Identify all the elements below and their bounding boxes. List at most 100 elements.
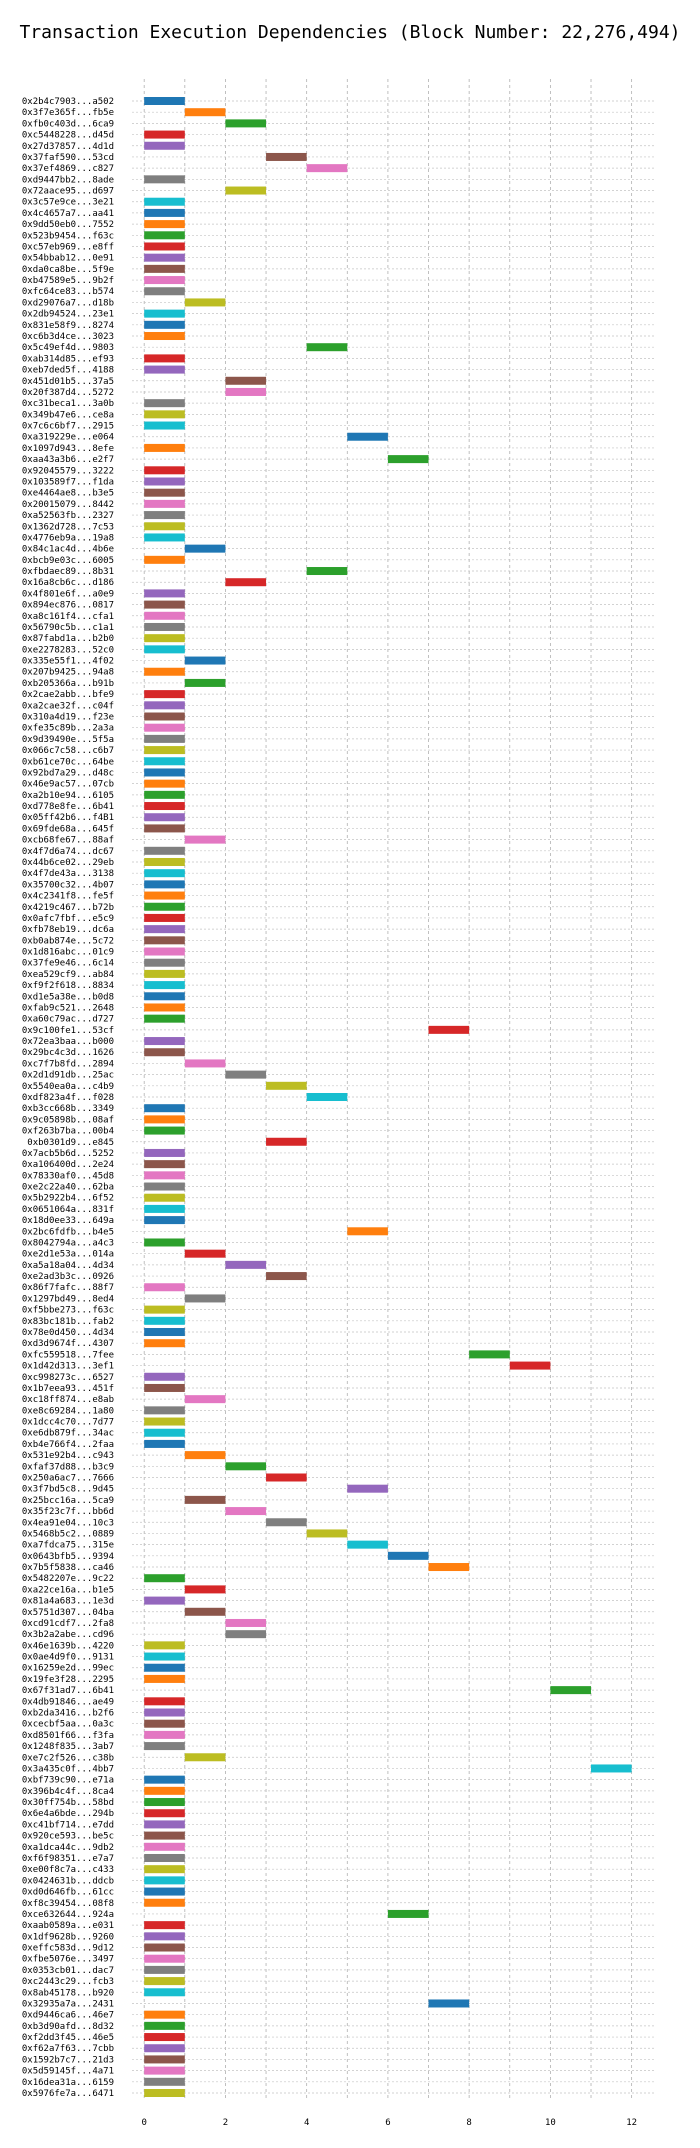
transaction-bar <box>144 611 185 620</box>
transaction-bar <box>144 846 185 855</box>
transaction-bar <box>144 1037 185 1046</box>
transaction-bar <box>144 276 185 285</box>
y-tick-label: 0x32935a7a...2431 <box>22 1999 114 2009</box>
transaction-bar <box>144 746 185 755</box>
transaction-bar <box>144 667 185 676</box>
y-tick-label: 0x92bd7a29...d48c <box>22 768 114 778</box>
transaction-bar <box>144 1775 185 1784</box>
transaction-bar <box>428 1563 470 1572</box>
y-tick-label: 0x0afc7fbf...e5c9 <box>22 914 114 924</box>
y-tick-label: 0x27d37857...4d1d <box>22 142 114 152</box>
y-tick-label: 0xb0301d9...e845 <box>27 1138 114 1148</box>
transaction-bar <box>144 1003 185 1012</box>
y-tick-label: 0xfc559518...7fee <box>22 1350 114 1360</box>
y-tick-label: 0x5482207e...9c22 <box>22 1574 114 1584</box>
transaction-bar <box>144 130 185 139</box>
y-tick-label: 0xa7fdca75...315e <box>22 1541 114 1551</box>
transaction-bar <box>144 1943 185 1952</box>
y-tick-label: 0x349b47e6...ce8a <box>22 410 114 420</box>
x-tick-label: 4 <box>304 2118 309 2128</box>
transaction-bar <box>144 2021 185 2030</box>
transaction-bar <box>144 1977 185 1986</box>
transaction-bar <box>144 757 185 766</box>
y-tick-label: 0x46e9ac57...07cb <box>22 780 114 790</box>
transaction-bar <box>144 1887 185 1896</box>
transaction-bar <box>306 343 348 352</box>
transaction-bar <box>144 1193 185 1202</box>
transaction-bar <box>144 1652 185 1661</box>
y-tick-label: 0xcd91cdf7...2fa8 <box>22 1619 114 1629</box>
y-tick-label: 0xa8c161f4...cfa1 <box>22 612 114 622</box>
transaction-bar <box>144 1238 185 1247</box>
transaction-bar <box>144 365 185 374</box>
transaction-bar <box>144 208 185 217</box>
y-tick-label: 0xb0ab874e...5c72 <box>22 936 114 946</box>
transaction-bar <box>387 1551 429 1560</box>
transaction-bar <box>144 533 185 542</box>
y-tick-label: 0xfbe5076e...3497 <box>22 1955 114 1965</box>
y-tick-label: 0xd0d646fb...61cc <box>22 1888 114 1898</box>
transaction-bar <box>144 1328 185 1337</box>
transaction-bar <box>184 298 226 307</box>
transaction-bar <box>347 432 388 441</box>
transaction-bar <box>144 622 185 631</box>
y-tick-label: 0xc31beca1...3a0b <box>22 399 114 409</box>
y-tick-label: 0x4219c467...b72b <box>22 903 114 913</box>
y-tick-label: 0xce632644...924a <box>22 1910 114 1920</box>
transaction-bar <box>266 152 307 161</box>
y-tick-label: 0x16259e2d...99ec <box>22 1664 114 1674</box>
transaction-bar <box>144 1596 185 1605</box>
y-tick-label: 0xdf823a4f...f028 <box>22 1093 114 1103</box>
transaction-bar <box>144 320 185 329</box>
transaction-bar <box>144 1876 185 1885</box>
x-tick-label: 8 <box>466 2118 471 2128</box>
transaction-bar <box>144 2077 185 2086</box>
y-tick-label: 0x4db91846...ae49 <box>22 1697 114 1707</box>
transaction-bar <box>144 1742 185 1751</box>
transaction-bar <box>144 936 185 945</box>
transaction-bar <box>225 1070 267 1079</box>
y-tick-label: 0x396b4c4f...8ca4 <box>22 1787 114 1797</box>
y-tick-label: 0x1d816abc...01c9 <box>22 948 114 958</box>
transaction-bar <box>144 1641 185 1650</box>
transaction-bar <box>387 1909 429 1918</box>
x-tick-label: 12 <box>626 2118 637 2128</box>
transaction-bar <box>144 1417 185 1426</box>
transaction-bar <box>225 387 267 396</box>
y-tick-label: 0x066c7c58...c6b7 <box>22 746 114 756</box>
y-tick-label: 0xfb0c403d...6ca9 <box>22 119 114 129</box>
transaction-bar <box>225 578 267 587</box>
y-tick-label: 0x531e92b4...c943 <box>22 1451 114 1461</box>
y-tick-label: 0x1097d943...8efe <box>22 444 114 454</box>
y-tick-label: 0xe2ad3b3c...0926 <box>22 1272 114 1282</box>
transaction-bar <box>144 309 185 318</box>
transaction-bar <box>266 1518 307 1527</box>
y-tick-label: 0xe2c22a40...62ba <box>22 1183 114 1193</box>
transaction-bar <box>144 1853 185 1862</box>
transaction-bar <box>184 108 226 117</box>
y-tick-label: 0xd1e5a38e...b0d8 <box>22 992 114 1002</box>
y-tick-label: 0x2b4c7903...a502 <box>22 97 114 107</box>
transaction-bar <box>184 1495 226 1504</box>
transaction-bar <box>144 802 185 811</box>
transaction-bar <box>144 175 185 184</box>
y-tick-label: 0xaab0589a...e031 <box>22 1921 114 1931</box>
transaction-bar <box>184 544 226 553</box>
transaction-bar <box>144 734 185 743</box>
y-tick-label: 0x920ce593...be5c <box>22 1832 114 1842</box>
transaction-bar <box>144 1406 185 1415</box>
y-tick-label: 0xbcb9e03c...6005 <box>22 556 114 566</box>
y-tick-label: 0xa1dca44c...9db2 <box>22 1843 114 1853</box>
transaction-bar <box>144 1104 185 1113</box>
y-tick-label: 0x6e4a6bde...294b <box>22 1809 114 1819</box>
y-tick-label: 0x30ff754b...58bd <box>22 1798 114 1808</box>
transaction-bar <box>225 1507 267 1516</box>
transaction-bar <box>144 1663 185 1672</box>
y-tick-label: 0xe2278283...52c0 <box>22 645 114 655</box>
y-tick-label: 0xd3d9674f...4307 <box>22 1339 114 1349</box>
transaction-bar <box>144 141 185 150</box>
y-tick-label: 0x44b6ce02...29eb <box>22 858 114 868</box>
transaction-bar <box>144 466 185 475</box>
y-tick-label: 0xcb68fe67...88af <box>22 836 114 846</box>
